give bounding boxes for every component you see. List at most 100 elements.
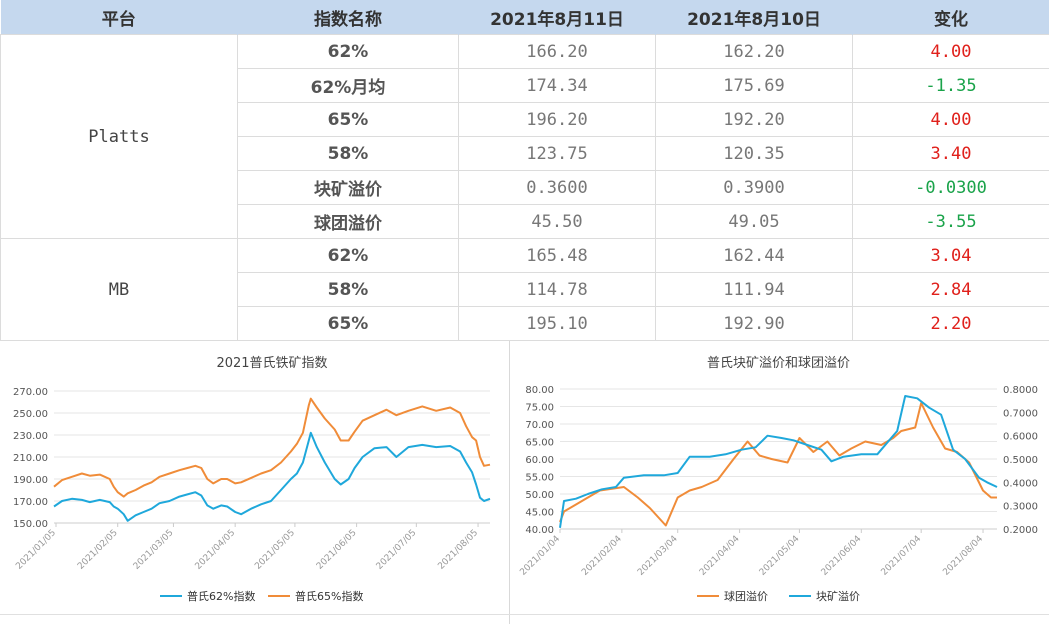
y-right-tick-label: 0.5000 xyxy=(1003,455,1038,466)
x-tick-label: 2021/06/04 xyxy=(820,534,864,578)
x-tick-label: 2021/07/04 xyxy=(880,534,924,578)
y-tick-label: 170.00 xyxy=(13,497,48,508)
header-platform: 平台 xyxy=(1,0,238,35)
legend-label: 球团溢价 xyxy=(724,589,768,603)
y-tick-label: 210.00 xyxy=(13,453,48,464)
y-tick-label: 190.00 xyxy=(13,475,48,486)
lump-pellet-premium-chart: 普氏块矿溢价和球团溢价 40.00 45.00 50.00 55.00 60.00 65.0… xyxy=(510,341,1049,624)
legend-label: 块矿溢价 xyxy=(816,589,860,603)
platform-cell: Platts xyxy=(1,35,238,239)
y-tick-label: 70.00 xyxy=(525,420,554,431)
index-name-cell: 62% xyxy=(238,239,459,273)
index-name-cell: 62%月均 xyxy=(238,69,459,103)
table-header-row: 平台 指数名称 2021年8月11日 2021年8月10日 变化 xyxy=(1,0,1049,35)
change-cell: 4.00 xyxy=(853,103,1049,137)
value-aug10-cell: 120.35 xyxy=(656,137,853,171)
legend-label: 普氏62%指数 xyxy=(187,589,255,603)
change-cell: 3.40 xyxy=(853,137,1049,171)
y-right-tick-label: 0.6000 xyxy=(1003,432,1038,443)
y-right-tick-label: 0.8000 xyxy=(1003,385,1038,396)
bottom-divider xyxy=(0,614,1049,615)
change-cell: 4.00 xyxy=(853,35,1049,69)
chart-title: 普氏块矿溢价和球团溢价 xyxy=(707,356,850,371)
x-tick-label: 2021/03/05 xyxy=(132,528,176,572)
y-tick-label: 250.00 xyxy=(13,409,48,420)
value-aug11-cell: 195.10 xyxy=(459,307,656,341)
y-tick-label: 150.00 xyxy=(13,519,48,530)
change-cell: -3.55 xyxy=(853,205,1049,239)
x-tick-label: 2021/07/05 xyxy=(375,528,419,572)
index-name-cell: 球团溢价 xyxy=(238,205,459,239)
series-line xyxy=(560,396,997,528)
value-aug10-cell: 111.94 xyxy=(656,273,853,307)
x-tick-label: 2021/05/05 xyxy=(253,528,297,572)
y-right-tick-label: 0.7000 xyxy=(1003,408,1038,419)
y-tick-label: 75.00 xyxy=(525,403,554,414)
value-aug11-cell: 166.20 xyxy=(459,35,656,69)
y-right-tick-label: 0.2000 xyxy=(1003,525,1038,536)
header-change: 变化 xyxy=(853,0,1049,35)
change-cell: 2.84 xyxy=(853,273,1049,307)
index-name-cell: 58% xyxy=(238,273,459,307)
y-tick-label: 60.00 xyxy=(525,455,554,466)
value-aug11-cell: 114.78 xyxy=(459,273,656,307)
x-tick-label: 2021/06/05 xyxy=(315,528,359,572)
y-right-tick-label: 0.4000 xyxy=(1003,478,1038,489)
x-tick-label: 2021/08/05 xyxy=(436,528,480,572)
header-aug10: 2021年8月10日 xyxy=(656,0,853,35)
y-tick-label: 55.00 xyxy=(525,473,554,484)
header-index-name: 指数名称 xyxy=(238,0,459,35)
x-tick-label: 2021/01/05 xyxy=(14,528,58,572)
y-tick-label: 80.00 xyxy=(525,385,554,396)
y-tick-label: 270.00 xyxy=(13,387,48,398)
series-line xyxy=(54,433,490,521)
header-aug11: 2021年8月11日 xyxy=(459,0,656,35)
y-right-tick-label: 0.3000 xyxy=(1003,502,1038,513)
value-aug10-cell: 162.20 xyxy=(656,35,853,69)
x-tick-label: 2021/04/04 xyxy=(698,534,742,578)
value-aug10-cell: 162.44 xyxy=(656,239,853,273)
chart-title: 2021普氏铁矿指数 xyxy=(216,356,327,371)
value-aug11-cell: 0.3600 xyxy=(459,171,656,205)
value-aug10-cell: 192.90 xyxy=(656,307,853,341)
change-cell: -0.0300 xyxy=(853,171,1049,205)
premium-chart-panel: 普氏块矿溢价和球团溢价 40.00 45.00 50.00 55.00 60.00 65.0… xyxy=(510,341,1049,624)
value-aug11-cell: 174.34 xyxy=(459,69,656,103)
y-tick-label: 230.00 xyxy=(13,431,48,442)
value-aug11-cell: 196.20 xyxy=(459,103,656,137)
x-tick-label: 2021/08/04 xyxy=(941,534,985,578)
x-tick-label: 2021/05/04 xyxy=(758,534,802,578)
change-cell: 3.04 xyxy=(853,239,1049,273)
value-aug11-cell: 165.48 xyxy=(459,239,656,273)
value-aug11-cell: 45.50 xyxy=(459,205,656,239)
change-cell: 2.20 xyxy=(853,307,1049,341)
series-line xyxy=(560,403,997,526)
x-tick-label: 2021/02/04 xyxy=(580,534,624,578)
index-name-cell: 62% xyxy=(238,35,459,69)
value-aug10-cell: 0.3900 xyxy=(656,171,853,205)
legend-label: 普氏65%指数 xyxy=(295,589,363,603)
y-tick-label: 65.00 xyxy=(525,438,554,449)
value-aug10-cell: 49.05 xyxy=(656,205,853,239)
y-tick-label: 50.00 xyxy=(525,490,554,501)
x-tick-label: 2021/02/05 xyxy=(76,528,120,572)
value-aug10-cell: 175.69 xyxy=(656,69,853,103)
value-aug11-cell: 123.75 xyxy=(459,137,656,171)
index-name-cell: 58% xyxy=(238,137,459,171)
x-tick-label: 2021/03/04 xyxy=(636,534,680,578)
iron-ore-index-chart: 2021普氏铁矿指数 150.00 170.00 190.00 210.00 230.00… xyxy=(0,341,509,624)
platform-cell: MB xyxy=(1,239,238,341)
x-tick-label: 2021/04/05 xyxy=(194,528,238,572)
iron-ore-index-chart-panel: 2021普氏铁矿指数 150.00 170.00 190.00 210.00 230.00… xyxy=(0,341,510,624)
y-tick-label: 40.00 xyxy=(525,525,554,536)
value-aug10-cell: 192.20 xyxy=(656,103,853,137)
y-tick-label: 45.00 xyxy=(525,508,554,519)
change-cell: -1.35 xyxy=(853,69,1049,103)
index-name-cell: 65% xyxy=(238,103,459,137)
index-name-cell: 块矿溢价 xyxy=(238,171,459,205)
x-tick-label: 2021/01/04 xyxy=(518,534,562,578)
